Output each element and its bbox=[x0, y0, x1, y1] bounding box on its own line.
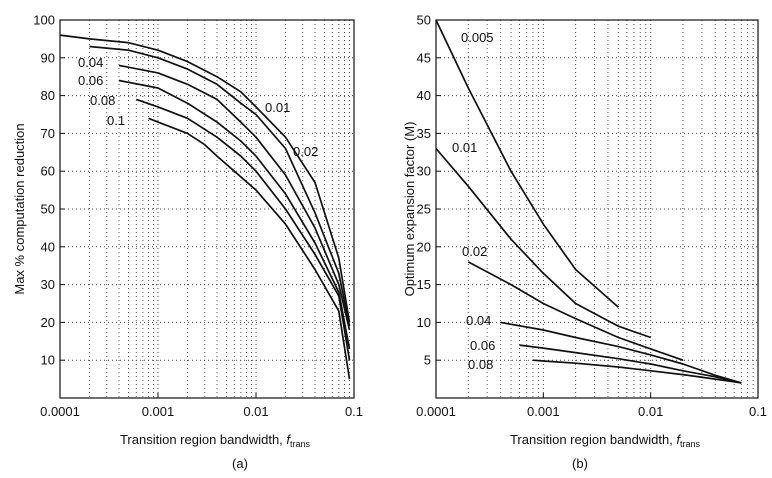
y-tick-label: 35 bbox=[417, 126, 431, 141]
series-line-0.06 bbox=[519, 344, 742, 384]
y-tick-label: 40 bbox=[417, 88, 431, 103]
y-tick-label: 40 bbox=[41, 239, 55, 254]
series-label-0.08: 0.08 bbox=[90, 93, 115, 108]
x-tick-label: 0.01 bbox=[638, 404, 663, 419]
series-line-0.01 bbox=[59, 34, 351, 323]
y-tick-label: 10 bbox=[417, 315, 431, 330]
x-tick-label: 0.0001 bbox=[40, 404, 80, 419]
x-tick-label: 0.001 bbox=[142, 404, 175, 419]
series-line-0.01 bbox=[435, 147, 651, 339]
y-tick-label: 20 bbox=[417, 239, 431, 254]
y-tick-label: 20 bbox=[41, 315, 55, 330]
x-tick-label: 0.001 bbox=[527, 404, 560, 419]
series-label-0.005: 0.005 bbox=[461, 30, 494, 45]
x-tick-label: 0.1 bbox=[749, 404, 767, 419]
y-tick-label: 5 bbox=[424, 353, 431, 368]
series-label-0.02: 0.02 bbox=[462, 244, 487, 259]
y-tick-label: 45 bbox=[417, 50, 431, 65]
series-line-0.04 bbox=[118, 64, 351, 331]
chart-panel-b: 0.0001 0.001 0.01 0.1 5 10 15 20 25 30 35 40 45 50 Tra… bbox=[402, 13, 767, 450]
series-label-0.04: 0.04 bbox=[466, 313, 491, 328]
y-tick-label: 70 bbox=[41, 126, 55, 141]
y-tick-label: 100 bbox=[33, 13, 55, 28]
y-tick-label: 60 bbox=[41, 164, 55, 179]
y-tick-label: 50 bbox=[417, 13, 431, 28]
series-line-0.02 bbox=[89, 45, 351, 327]
panel-b-caption: (b) bbox=[572, 456, 588, 471]
series-label-0.06: 0.06 bbox=[78, 73, 103, 88]
y-tick-label: 10 bbox=[41, 353, 55, 368]
x-tick-label: 0.0001 bbox=[416, 404, 456, 419]
y-tick-label: 30 bbox=[417, 164, 431, 179]
series-label-0.1: 0.1 bbox=[107, 113, 125, 128]
y-tick-label: 25 bbox=[417, 202, 431, 217]
series-line-0.005 bbox=[435, 19, 619, 308]
y-axis-label: Max % computation reduction bbox=[12, 123, 27, 294]
series-line-0.1 bbox=[148, 117, 351, 380]
y-tick-label: 80 bbox=[41, 88, 55, 103]
series-label-0.04: 0.04 bbox=[78, 55, 103, 70]
y-tick-label: 15 bbox=[417, 277, 431, 292]
y-tick-label: 90 bbox=[41, 50, 55, 65]
grid bbox=[59, 19, 355, 398]
panel-a-caption: (a) bbox=[232, 456, 248, 471]
x-tick-label: 0.01 bbox=[243, 404, 268, 419]
x-tick-label: 0.1 bbox=[345, 404, 363, 419]
series-label-0.08: 0.08 bbox=[468, 357, 493, 372]
series-line-0.02 bbox=[467, 261, 684, 362]
series-line-0.06 bbox=[118, 79, 351, 350]
series-line-0.08 bbox=[136, 98, 351, 361]
series-line-0.04 bbox=[500, 321, 742, 384]
y-tick-label: 50 bbox=[41, 202, 55, 217]
series-label-0.01: 0.01 bbox=[265, 100, 290, 115]
series-label-0.06: 0.06 bbox=[470, 338, 495, 353]
chart-panel-a: 0.0001 0.001 0.01 0.1 10 20 30 40 50 60 70 80 90 100 T… bbox=[12, 13, 363, 450]
series-line-0.08 bbox=[532, 359, 742, 384]
series-label-0.01: 0.01 bbox=[452, 140, 477, 155]
x-axis-label: Transition region bandwidth, ftrans bbox=[120, 432, 311, 449]
y-tick-label: 30 bbox=[41, 277, 55, 292]
y-axis-label: Optimum expansion factor (M) bbox=[402, 122, 417, 297]
series-label-0.02: 0.02 bbox=[293, 144, 318, 159]
x-axis-label: Transition region bandwidth, ftrans bbox=[510, 432, 701, 449]
